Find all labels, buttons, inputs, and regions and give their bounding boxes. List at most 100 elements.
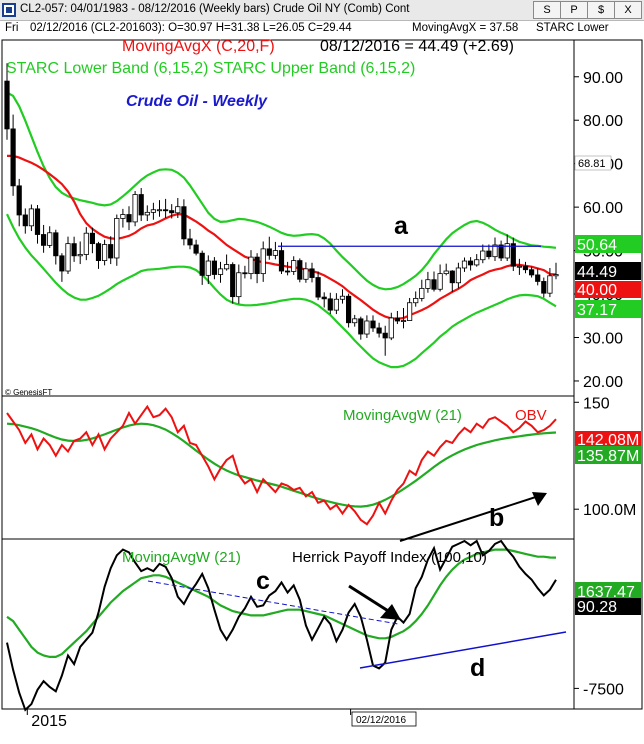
candle-body [211, 260, 217, 275]
obv-tick-label: 150 [583, 395, 610, 412]
price-tag-68: 68.81 [574, 155, 612, 171]
candle-body [22, 214, 28, 227]
candle-body [59, 255, 65, 272]
candle-body [431, 279, 437, 290]
candle-body [413, 297, 419, 304]
candle-body [358, 318, 364, 335]
candle-body [541, 281, 547, 294]
obv-trendline [399, 493, 546, 542]
candle-body [248, 256, 254, 275]
candle-body [406, 302, 413, 321]
price-tick-label: 80.00 [583, 113, 623, 130]
candle-body [504, 243, 510, 259]
candle-body [144, 211, 150, 216]
candle-body [535, 274, 541, 282]
price-tag-lower: 37.17 [575, 300, 641, 319]
starc-band-label: STARC Lower Band (6,15,2) STARC Upper Ba… [6, 60, 415, 77]
annotation-a: a [394, 212, 409, 240]
candle-body [449, 270, 455, 284]
candle-body [333, 298, 340, 311]
candle-body [132, 194, 138, 223]
candle-body [419, 287, 425, 299]
price-tag-40: 40.00 [575, 281, 641, 299]
candle-body [382, 332, 388, 339]
obv-tag: 142.08M [575, 431, 641, 449]
candle-body [266, 248, 272, 256]
candle-body [309, 268, 315, 278]
candle-body [120, 214, 126, 219]
candle-body [467, 260, 474, 266]
candle-body [156, 209, 163, 212]
p-button[interactable]: P [560, 1, 588, 19]
candle-body [291, 260, 297, 272]
candle-body [71, 243, 77, 257]
candle-body [205, 260, 211, 276]
candle-body [102, 244, 108, 261]
obv-tag-text: 142.08M [577, 432, 639, 449]
obv-tick-label: 100.0M [583, 502, 636, 519]
hpi-tag: 90.28 [575, 598, 641, 616]
hpi-ma-tag: 1637.47 [575, 582, 641, 601]
hpi-pane-frame [1, 538, 575, 710]
price-tag-lower-text: 37.17 [577, 302, 617, 319]
candle-body [77, 254, 83, 257]
obv-ma-tag-text: 135.87M [577, 448, 639, 465]
candle-body [41, 234, 47, 246]
candle-body [28, 208, 35, 227]
hpi-moving-average-line [6, 548, 557, 658]
candle-body [169, 210, 175, 214]
candle-body [230, 264, 236, 298]
chart-area: 90.0080.0070.0060.0050.0040.0030.0020.00… [1, 38, 643, 730]
candle-body [315, 277, 321, 298]
close-button[interactable]: X [614, 1, 642, 19]
day-label: Fri [5, 22, 19, 34]
hpi-ma-tag-text: 1637.47 [577, 584, 635, 601]
candle-body [498, 244, 504, 259]
candle-body [108, 244, 114, 259]
candle-body [242, 272, 248, 275]
candle-body [516, 265, 523, 268]
candle-body [388, 317, 394, 339]
candle-body [47, 232, 53, 246]
candle-body [553, 274, 559, 277]
s-button[interactable]: S [533, 1, 561, 19]
candle-body [278, 250, 285, 272]
price-tick-label: 90.00 [583, 70, 623, 87]
candle-body [150, 209, 156, 213]
candle-body [4, 80, 10, 130]
breakout-arrow-shaft [348, 584, 394, 616]
candle-body [364, 320, 370, 335]
candle-body [175, 206, 181, 214]
hpi-label: Herrick Payoff Index (100,10) [292, 549, 487, 566]
candle-body [394, 317, 401, 322]
candle-body [510, 243, 516, 267]
obv-ma-tag: 135.87M [575, 446, 641, 465]
candle-body [461, 260, 468, 269]
candle-body [321, 296, 327, 300]
price-tick-label: 60.00 [583, 200, 623, 217]
candle-body [272, 250, 279, 256]
candle-body [547, 275, 553, 294]
candle-body [522, 265, 529, 271]
hpi-line [6, 539, 557, 712]
hpi-tag-text: 90.28 [577, 599, 617, 616]
candle-body [223, 264, 230, 270]
date-tag-text: 02/12/2016 [356, 715, 406, 726]
price-ma-label: MovingAvgX (C,20,F) [122, 38, 275, 55]
hpi-ma-label: MovingAvgW (21) [122, 549, 241, 566]
candle-body [95, 243, 102, 261]
price-tag-68-text: 68.81 [578, 158, 606, 170]
candle-body [480, 250, 486, 261]
candle-body [486, 250, 492, 258]
price-tag-upper-text: 50.64 [577, 237, 617, 254]
price-tag-40-text: 40.00 [577, 282, 617, 299]
candle-body [297, 260, 303, 280]
breakout-arrow-icon [380, 604, 401, 620]
obv-line [6, 404, 557, 526]
bar-ohlc-readout: 02/12/2016 (CL2-201603): O=30.97 H=31.38… [30, 22, 352, 34]
candle-body [193, 244, 199, 254]
window-titlebar: CL2-057: 04/01/1983 - 08/12/2016 (Weekly… [0, 0, 644, 21]
dollar-button[interactable]: $ [587, 1, 615, 19]
obv-label: OBV [515, 407, 547, 424]
candle-body [181, 206, 187, 240]
